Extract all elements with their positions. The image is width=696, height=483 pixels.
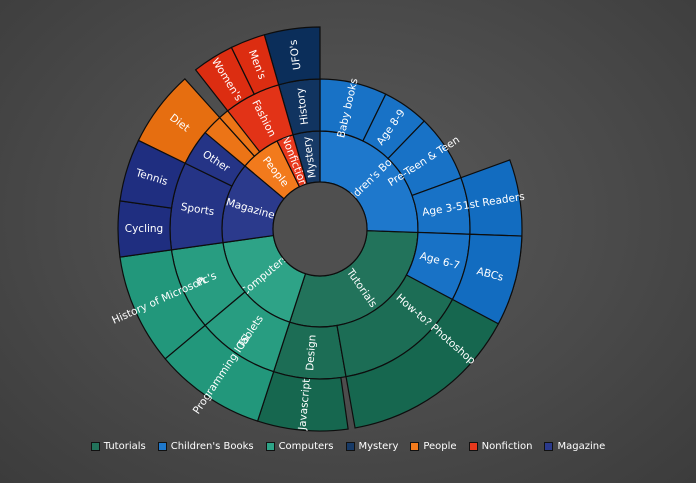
segment-label-history: History <box>294 87 311 126</box>
legend-item[interactable]: Nonfiction <box>468 441 533 452</box>
legend: Tutorials Children's Books Computers Myster… <box>0 441 696 452</box>
legend-label: Magazine <box>557 441 606 452</box>
legend-swatch <box>345 442 355 451</box>
legend-item[interactable]: Magazine <box>544 441 605 452</box>
legend-label: People <box>423 441 457 452</box>
segment-abcs[interactable] <box>451 233 523 325</box>
segment-label-cycling: Cycling <box>125 223 163 235</box>
segment-programming-ios[interactable] <box>164 324 275 422</box>
legend-label: Mystery <box>358 441 399 452</box>
legend-label: Computers <box>278 441 334 452</box>
legend-swatch <box>544 442 554 451</box>
segment-label-javascript: Javascript <box>296 378 313 431</box>
legend-item[interactable]: Children's Books <box>157 441 254 452</box>
segment-label-mystery: Mystery <box>301 136 319 179</box>
legend-label: Tutorials <box>103 441 146 452</box>
segment-label-sports: Sports <box>180 201 215 218</box>
segment-label-ufo-s: UFO's <box>287 39 303 71</box>
segment-ufo-s[interactable] <box>263 26 321 86</box>
legend-item[interactable]: Tutorials <box>90 441 146 452</box>
legend-swatch <box>410 442 420 451</box>
center-hole <box>272 181 368 277</box>
legend-swatch <box>265 442 275 451</box>
legend-swatch <box>157 442 167 451</box>
legend-item[interactable]: Computers <box>265 441 334 452</box>
legend-item[interactable]: Mystery <box>345 441 399 452</box>
legend-item[interactable]: People <box>410 441 457 452</box>
legend-label: Nonfiction <box>481 441 533 452</box>
segment-other[interactable] <box>184 131 246 187</box>
segment-tennis[interactable] <box>119 139 186 209</box>
segment-men-s[interactable] <box>230 34 280 95</box>
legend-swatch <box>468 442 478 451</box>
segment-label-design: Design <box>304 334 319 371</box>
legend-label: Children's Books <box>170 441 254 452</box>
sunburst-svg: TutorialsDesignJavascriptHow-to?Photosho… <box>117 26 523 432</box>
legend-swatch <box>90 442 100 451</box>
